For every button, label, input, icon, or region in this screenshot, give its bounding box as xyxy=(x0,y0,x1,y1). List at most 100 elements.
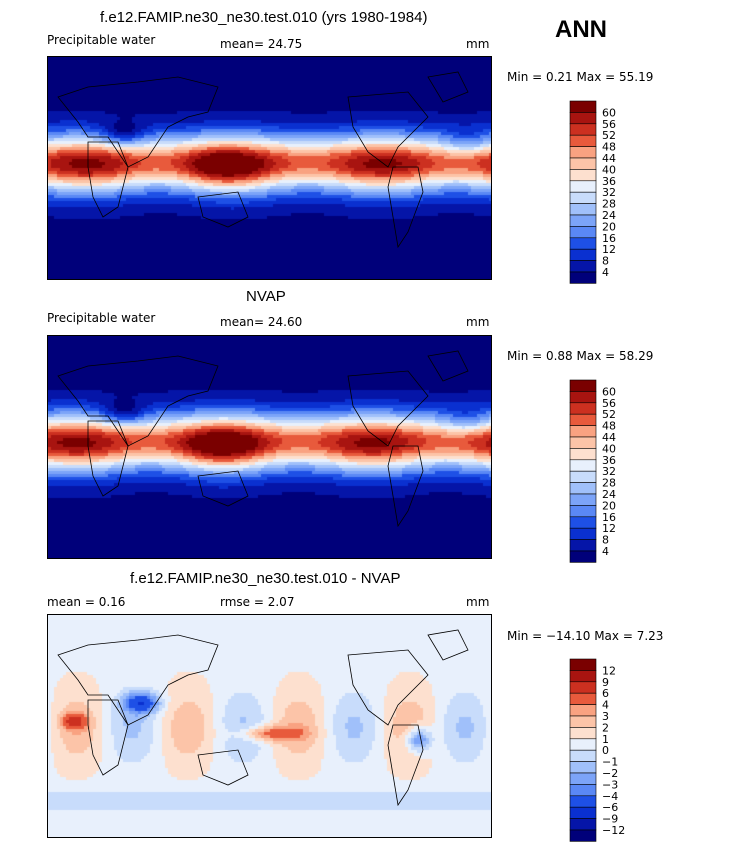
colorbar-box xyxy=(569,379,597,392)
colorbar-tick-label: −2 xyxy=(602,767,618,780)
colorbar-tick-label: 52 xyxy=(602,129,616,142)
panel-1-colorbar: 60 56 52 48 44 40 36 32 28 24 20 16 12 8 4 xyxy=(569,100,630,285)
colorbar-box xyxy=(569,829,597,842)
colorbar-tick-label: −9 xyxy=(602,813,618,826)
colorbar-tick-label: 48 xyxy=(602,141,616,154)
panel-2-variable-label: Precipitable water xyxy=(47,311,156,325)
colorbar-tick-label: 12 xyxy=(602,243,616,256)
colorbar-box xyxy=(569,402,597,415)
colorbar-box xyxy=(569,100,597,113)
colorbar-box xyxy=(569,761,597,774)
colorbar-box xyxy=(569,516,597,529)
panel-2-units-label: mm xyxy=(466,315,490,329)
colorbar-tick-label: 40 xyxy=(602,163,616,176)
colorbar-tick-label: −6 xyxy=(602,801,618,814)
panel-1-minmax: Min = 0.21 Max = 55.19 xyxy=(507,70,654,84)
colorbar-box xyxy=(569,806,597,819)
colorbar-box xyxy=(569,482,597,495)
colorbar-tick-label: 16 xyxy=(602,511,616,524)
colorbar-tick-label: 40 xyxy=(602,442,616,455)
colorbar-tick-label: −12 xyxy=(602,824,625,837)
coastline xyxy=(197,749,249,786)
coastline xyxy=(87,420,129,497)
colorbar-box xyxy=(569,818,597,831)
coastline xyxy=(347,649,429,726)
coastline xyxy=(87,699,129,776)
coastline xyxy=(87,141,129,218)
colorbar-tick-label: 6 xyxy=(602,687,609,700)
colorbar-box xyxy=(569,470,597,483)
coastline xyxy=(57,76,219,168)
colorbar-box xyxy=(569,749,597,762)
colorbar-box xyxy=(569,413,597,426)
colorbar-tick-label: 36 xyxy=(602,454,616,467)
colorbar-box xyxy=(569,550,597,563)
contour-field xyxy=(48,57,491,279)
colorbar-box xyxy=(569,237,597,250)
colorbar-tick-label: 3 xyxy=(602,710,609,723)
colorbar-box xyxy=(569,425,597,438)
panel-3-title: f.e12.FAMIP.ne30_ne30.test.010 - NVAP xyxy=(130,570,401,587)
colorbar-tick-label: 2 xyxy=(602,721,609,734)
colorbar-tick-label: 24 xyxy=(602,488,616,501)
panel-2-title: NVAP xyxy=(246,288,286,305)
colorbar-box xyxy=(569,146,597,159)
colorbar-tick-label: 4 xyxy=(602,699,609,712)
panel-2-minmax: Min = 0.88 Max = 58.29 xyxy=(507,349,654,363)
colorbar-tick-label: 0 xyxy=(602,744,609,757)
colorbar-box xyxy=(569,658,597,671)
colorbar-tick-label: 52 xyxy=(602,408,616,421)
colorbar-box xyxy=(569,738,597,751)
colorbar-box xyxy=(569,134,597,147)
colorbar-box xyxy=(569,203,597,216)
colorbar-box xyxy=(569,704,597,717)
panel-3-minmax: Min = −14.10 Max = 7.23 xyxy=(507,629,664,643)
colorbar-tick-label: −4 xyxy=(602,790,618,803)
colorbar-box xyxy=(569,727,597,740)
coastline xyxy=(197,191,249,228)
colorbar-tick-label: 36 xyxy=(602,175,616,188)
panel-1-units-label: mm xyxy=(466,37,490,51)
colorbar-tick-label: 28 xyxy=(602,198,616,211)
colorbar-tick-label: 8 xyxy=(602,255,609,268)
colorbar-tick-label: 56 xyxy=(602,397,616,410)
colorbar-box xyxy=(569,527,597,540)
colorbar-box xyxy=(569,248,597,261)
colorbar-box xyxy=(569,681,597,694)
colorbar-box xyxy=(569,214,597,227)
colorbar-tick-label: 24 xyxy=(602,209,616,222)
colorbar-tick-label: 32 xyxy=(602,465,616,478)
colorbar-box xyxy=(569,795,597,808)
colorbar-tick-label: 9 xyxy=(602,676,609,689)
colorbar-tick-label: 32 xyxy=(602,186,616,199)
colorbar-box xyxy=(569,784,597,797)
colorbar-tick-label: 1 xyxy=(602,733,609,746)
colorbar-box xyxy=(569,772,597,785)
colorbar-box xyxy=(569,436,597,449)
colorbar-box xyxy=(569,180,597,193)
colorbar-tick-label: 20 xyxy=(602,220,616,233)
panel-1-mean-label: mean= 24.75 xyxy=(220,37,303,51)
coastline-overlay xyxy=(57,71,469,249)
coastline xyxy=(387,445,424,528)
coastline-overlay xyxy=(57,350,469,528)
panel-3-mean-label: mean = 0.16 xyxy=(47,595,126,609)
colorbar-box xyxy=(569,112,597,125)
panel-3-rmse-label: rmse = 2.07 xyxy=(220,595,295,609)
season-label: ANN xyxy=(555,16,607,43)
panel-1-title: f.e12.FAMIP.ne30_ne30.test.010 (yrs 1980… xyxy=(100,9,428,26)
panel-3-units-label: mm xyxy=(466,595,490,609)
colorbar-box xyxy=(569,493,597,506)
coastline xyxy=(427,629,469,661)
colorbar-box xyxy=(569,226,597,239)
panel-3-map xyxy=(47,614,492,838)
coastline xyxy=(57,355,219,447)
colorbar-box xyxy=(569,670,597,683)
colorbar-tick-label: 8 xyxy=(602,534,609,547)
colorbar-tick-label: 56 xyxy=(602,118,616,131)
panel-2-mean-label: mean= 24.60 xyxy=(220,315,303,329)
colorbar-tick-label: 12 xyxy=(602,522,616,535)
